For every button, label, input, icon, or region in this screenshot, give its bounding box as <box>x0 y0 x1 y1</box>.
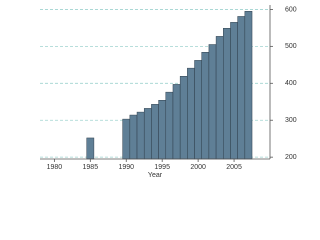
bar <box>215 36 224 160</box>
bar <box>151 104 159 160</box>
bar <box>158 100 167 160</box>
y-tick-label: 600 <box>285 6 297 13</box>
bar <box>172 84 181 160</box>
bar <box>143 108 152 160</box>
bar <box>86 137 95 160</box>
x-tick-label: 2005 <box>226 164 242 171</box>
x-tick-label: 1995 <box>154 164 170 171</box>
bar <box>165 91 174 160</box>
bar <box>230 22 238 160</box>
x-tick-label: 1990 <box>118 164 134 171</box>
bar <box>208 44 217 160</box>
bar <box>122 118 131 160</box>
bar <box>237 16 246 160</box>
bar <box>179 76 188 160</box>
x-tick-label: 1980 <box>47 164 63 171</box>
y-tick-label: 400 <box>285 80 297 87</box>
bar <box>244 11 253 160</box>
chart: Year 200 300 400 500 600 1980 1985 1990 1995 2000… <box>40 5 297 179</box>
x-axis-title: Year <box>148 172 163 179</box>
bar <box>201 52 210 160</box>
y-tick-label: 200 <box>285 154 297 161</box>
bar <box>136 111 145 160</box>
bar <box>129 114 138 160</box>
bar <box>194 60 202 160</box>
x-tick-label: 1985 <box>83 164 99 171</box>
y-tick-label: 500 <box>285 43 297 50</box>
bar <box>187 67 195 160</box>
x-tick-label: 2000 <box>190 164 206 171</box>
y-tick-label: 300 <box>285 117 297 124</box>
bar <box>223 28 231 160</box>
